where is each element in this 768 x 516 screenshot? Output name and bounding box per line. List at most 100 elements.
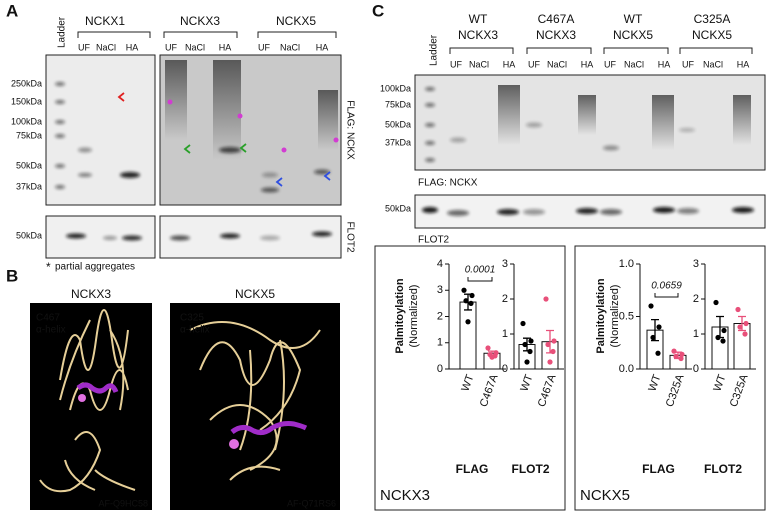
- y-axis-label: Palmitoylation: [394, 278, 406, 353]
- structure-title: NCKX5: [235, 287, 275, 301]
- y-tick-label: 0: [437, 363, 443, 375]
- significance-bracket: [467, 277, 493, 282]
- data-point: [545, 341, 551, 348]
- blot-band: [576, 208, 598, 214]
- blot-band: [425, 158, 435, 162]
- blot-band: [78, 173, 92, 177]
- data-point: [713, 299, 719, 306]
- blot-band: [261, 187, 279, 193]
- data-point: [468, 300, 474, 306]
- lane-label: HA: [503, 59, 516, 69]
- data-point: [520, 320, 526, 327]
- blot-band: [55, 100, 65, 104]
- model-id: AF-Q71RS6: [287, 498, 336, 508]
- residue-label: C325: [180, 313, 204, 324]
- p-value: 0.0659: [651, 281, 682, 292]
- panel-letter: C: [372, 1, 384, 20]
- y-axis-label: (Normalized): [609, 285, 621, 348]
- aggregate-marker: [237, 113, 243, 119]
- data-point: [678, 355, 684, 362]
- blot-band: [78, 147, 92, 153]
- lane-label: UF: [165, 42, 177, 52]
- panel-letter: A: [6, 1, 18, 20]
- data-point: [655, 350, 661, 356]
- lane-label: NaCl: [624, 59, 644, 69]
- lane-label: HA: [219, 42, 232, 52]
- data-point: [720, 338, 726, 344]
- blot-band: [103, 236, 117, 240]
- x-axis-label: FLAG: [456, 462, 489, 476]
- data-point: [742, 331, 748, 337]
- data-point: [735, 306, 741, 313]
- data-point: [715, 334, 721, 341]
- y-tick-label: 0: [693, 363, 699, 375]
- group-label: NCKX5: [613, 28, 653, 42]
- blot-band: [55, 185, 65, 189]
- data-point: [721, 327, 727, 334]
- bracket: [603, 47, 669, 54]
- group-label: NCKX3: [180, 14, 220, 28]
- blot: [159, 215, 342, 259]
- y-tick-label: 0.0: [619, 363, 634, 375]
- lane-label: HA: [737, 59, 750, 69]
- blot-band: [425, 123, 435, 127]
- helix-highlight: [76, 382, 308, 436]
- data-point: [465, 319, 471, 325]
- blot: [159, 54, 342, 206]
- y-tick-label: 1: [502, 328, 508, 340]
- lane-label: NaCl: [96, 42, 116, 52]
- blot-band: [66, 233, 86, 239]
- x-tick-label: WT: [646, 373, 663, 393]
- box-label: NCKX5: [580, 487, 630, 504]
- data-point: [648, 303, 654, 309]
- data-point: [528, 338, 534, 344]
- lane-label: UF: [528, 59, 540, 69]
- blot-label: FLOT2: [418, 235, 450, 246]
- protein-ribbon: [39, 309, 321, 493]
- blot-band: [523, 209, 545, 215]
- mw-marker: 100kDa: [11, 116, 42, 126]
- panel-letter: B: [6, 266, 18, 285]
- blot-band: [653, 207, 675, 213]
- blot-band: [679, 128, 695, 132]
- data-point: [469, 292, 475, 299]
- significance-bracket: [654, 293, 679, 298]
- blot-band: [55, 164, 65, 168]
- mw-marker: 50kDa: [385, 203, 411, 213]
- x-axis-label: FLOT2: [704, 462, 742, 476]
- aggregate-marker: [167, 99, 173, 105]
- lane-label: NaCl: [280, 42, 300, 52]
- blot-band: [312, 231, 332, 237]
- y-tick-label: 0: [502, 363, 508, 375]
- group-label: NCKX1: [85, 14, 125, 28]
- x-tick-label: WT: [459, 373, 476, 393]
- smear: [578, 95, 596, 135]
- arrowhead: [275, 177, 283, 187]
- smear: [733, 95, 751, 145]
- arrowhead: [183, 144, 191, 154]
- aggregate-marker: [281, 147, 287, 153]
- mw-marker: 75kDa: [16, 130, 42, 140]
- group-label: NCKX3: [458, 28, 498, 42]
- group-label: WT: [624, 12, 643, 26]
- blot-band: [425, 103, 435, 107]
- arrowhead: [117, 92, 125, 102]
- y-tick-label: 3: [502, 258, 508, 270]
- blot-band: [425, 141, 435, 145]
- blot-band: [732, 207, 754, 213]
- residue-label: C467: [36, 313, 60, 324]
- group-label: WT: [469, 12, 488, 26]
- y-axis-label: (Normalized): [408, 285, 420, 348]
- mw-marker: 50kDa: [385, 119, 411, 129]
- data-point: [461, 287, 467, 293]
- y-tick-label: 3: [693, 258, 699, 270]
- blot-band: [450, 137, 466, 143]
- data-point: [656, 324, 662, 330]
- data-point: [743, 320, 749, 327]
- structure-image: [170, 303, 340, 510]
- data-point: [489, 354, 495, 360]
- x-tick-label: C467A: [478, 372, 501, 408]
- bracket: [449, 47, 514, 54]
- box-label: NCKX3: [380, 487, 430, 504]
